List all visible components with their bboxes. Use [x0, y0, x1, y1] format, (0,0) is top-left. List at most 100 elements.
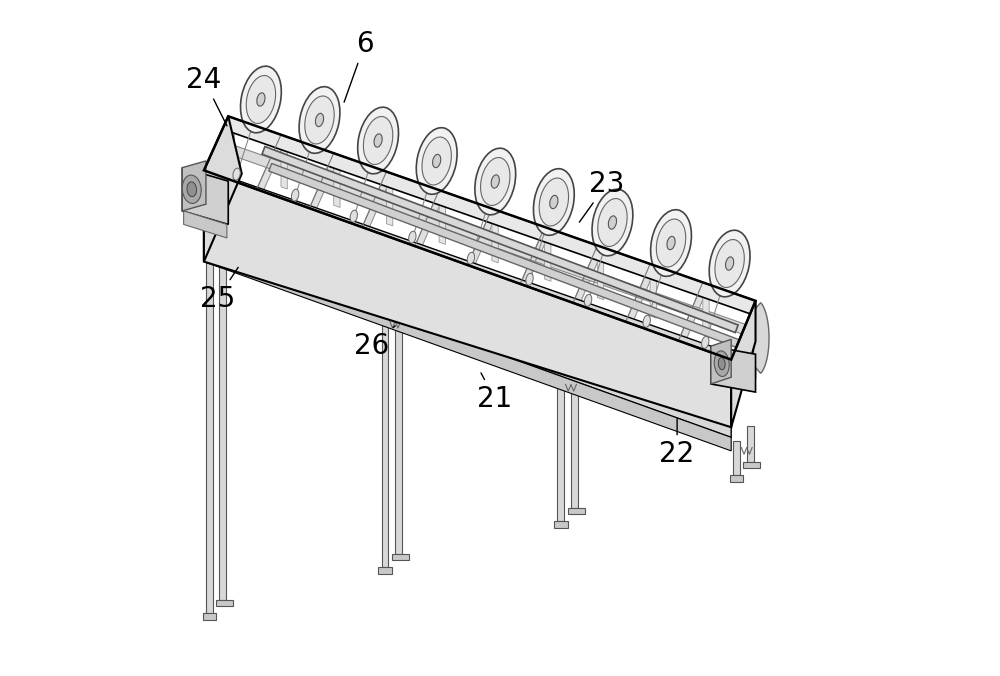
Polygon shape: [182, 168, 228, 224]
Polygon shape: [392, 554, 409, 560]
Polygon shape: [703, 297, 709, 337]
Ellipse shape: [467, 252, 475, 264]
Polygon shape: [378, 567, 392, 574]
Polygon shape: [557, 378, 564, 521]
Polygon shape: [204, 231, 731, 437]
Polygon shape: [228, 131, 235, 170]
Ellipse shape: [299, 87, 340, 153]
Polygon shape: [334, 168, 340, 208]
Polygon shape: [219, 237, 226, 600]
Text: 6: 6: [344, 30, 374, 102]
Polygon shape: [733, 441, 740, 475]
Polygon shape: [204, 116, 242, 262]
Polygon shape: [568, 508, 585, 514]
Ellipse shape: [363, 116, 393, 164]
Ellipse shape: [257, 93, 265, 106]
Ellipse shape: [350, 210, 357, 222]
Polygon shape: [204, 248, 731, 451]
Ellipse shape: [656, 219, 686, 267]
Polygon shape: [309, 223, 316, 262]
Ellipse shape: [592, 189, 633, 256]
Polygon shape: [204, 197, 731, 397]
Ellipse shape: [715, 239, 744, 287]
Ellipse shape: [475, 148, 516, 215]
Polygon shape: [731, 301, 756, 427]
Ellipse shape: [246, 76, 276, 124]
Text: 25: 25: [200, 267, 238, 313]
Polygon shape: [204, 170, 731, 427]
Text: 24: 24: [186, 66, 227, 126]
Polygon shape: [386, 187, 393, 226]
Polygon shape: [571, 363, 578, 508]
Ellipse shape: [433, 154, 441, 168]
Polygon shape: [415, 190, 445, 248]
Polygon shape: [281, 149, 287, 189]
Ellipse shape: [305, 96, 334, 144]
Polygon shape: [711, 339, 731, 384]
Polygon shape: [204, 170, 731, 375]
Polygon shape: [520, 227, 551, 286]
Polygon shape: [626, 264, 656, 324]
Polygon shape: [573, 245, 604, 305]
Ellipse shape: [667, 237, 675, 249]
Ellipse shape: [481, 158, 510, 206]
Polygon shape: [439, 205, 445, 244]
Polygon shape: [730, 475, 743, 482]
Polygon shape: [415, 261, 421, 300]
Polygon shape: [206, 251, 213, 613]
Polygon shape: [650, 279, 656, 318]
Ellipse shape: [608, 216, 617, 229]
Ellipse shape: [416, 128, 457, 194]
Polygon shape: [597, 260, 604, 299]
Ellipse shape: [709, 231, 750, 297]
Ellipse shape: [233, 168, 240, 180]
Ellipse shape: [702, 337, 709, 348]
Polygon shape: [309, 153, 340, 210]
Polygon shape: [257, 135, 287, 191]
Polygon shape: [520, 299, 527, 338]
Ellipse shape: [315, 114, 324, 126]
Ellipse shape: [584, 294, 592, 306]
Ellipse shape: [291, 189, 299, 201]
Polygon shape: [362, 172, 393, 229]
Ellipse shape: [182, 175, 201, 203]
Polygon shape: [711, 346, 756, 392]
Ellipse shape: [643, 315, 650, 327]
Ellipse shape: [539, 178, 569, 226]
Polygon shape: [554, 521, 568, 528]
Polygon shape: [626, 337, 632, 376]
Polygon shape: [257, 204, 263, 243]
Ellipse shape: [491, 175, 499, 188]
Polygon shape: [184, 211, 227, 238]
Text: 22: 22: [659, 418, 695, 468]
Polygon shape: [754, 303, 769, 373]
Ellipse shape: [358, 107, 399, 174]
Polygon shape: [216, 600, 233, 606]
Polygon shape: [468, 208, 498, 267]
Text: 26: 26: [354, 326, 395, 360]
Ellipse shape: [187, 182, 197, 197]
Polygon shape: [743, 462, 760, 468]
Polygon shape: [747, 426, 754, 462]
Ellipse shape: [550, 195, 558, 209]
Ellipse shape: [651, 210, 691, 276]
Polygon shape: [203, 613, 216, 620]
Polygon shape: [573, 318, 579, 357]
Polygon shape: [204, 185, 210, 224]
Polygon shape: [678, 356, 685, 395]
Polygon shape: [204, 185, 731, 398]
Ellipse shape: [726, 257, 734, 270]
Polygon shape: [182, 161, 206, 211]
Ellipse shape: [718, 358, 725, 370]
Polygon shape: [382, 314, 388, 567]
Ellipse shape: [374, 134, 382, 147]
Polygon shape: [262, 147, 738, 333]
Polygon shape: [362, 242, 368, 281]
Polygon shape: [228, 143, 756, 339]
Ellipse shape: [240, 66, 281, 132]
Text: 21: 21: [477, 373, 512, 413]
Ellipse shape: [533, 169, 574, 235]
Polygon shape: [228, 177, 756, 379]
Ellipse shape: [598, 199, 627, 247]
Polygon shape: [468, 280, 474, 319]
